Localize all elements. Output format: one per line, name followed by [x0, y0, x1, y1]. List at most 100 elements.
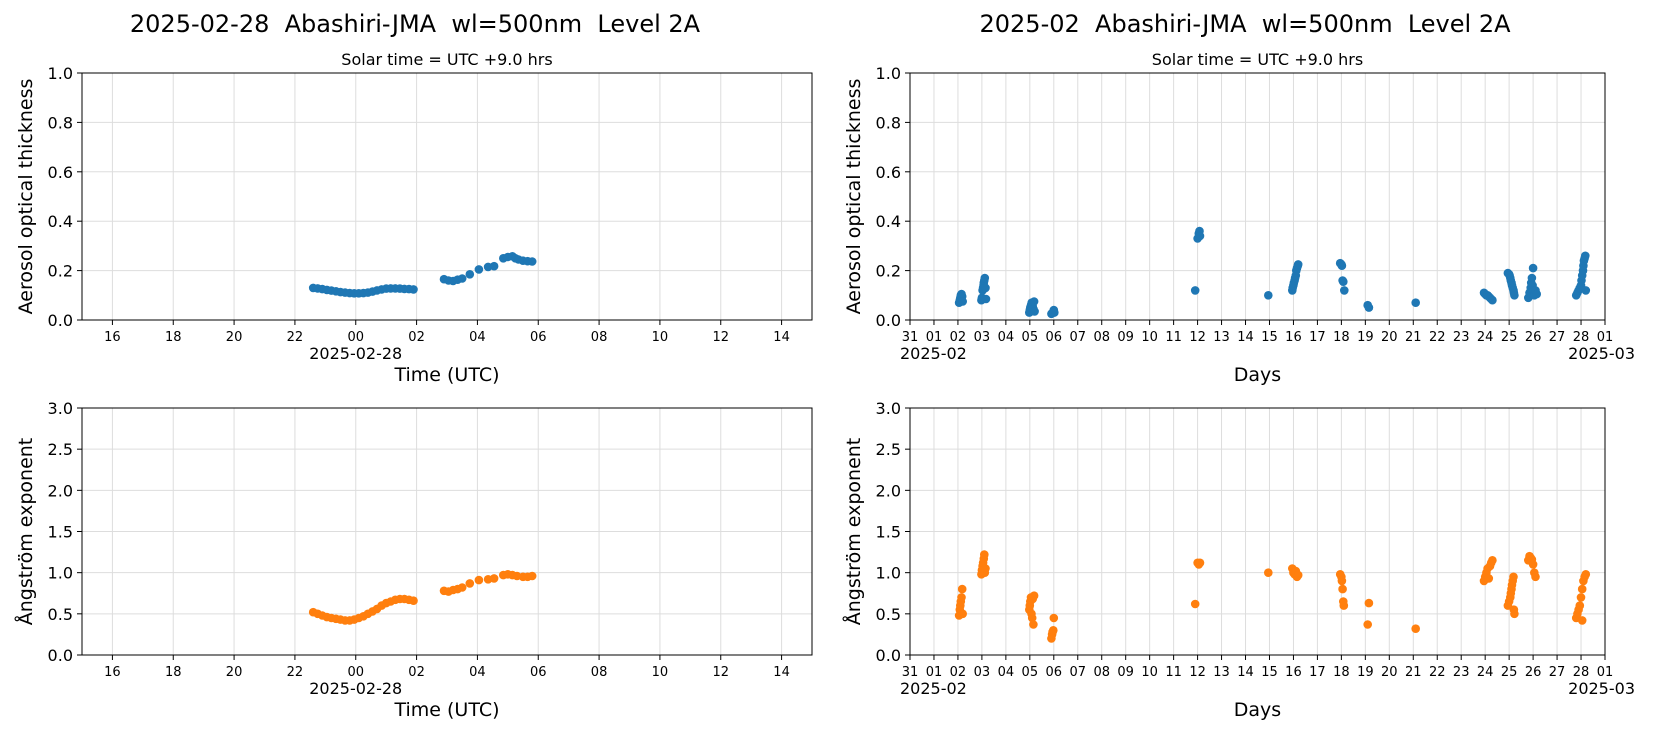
- data-point: [527, 571, 537, 581]
- data-point: [1488, 556, 1497, 565]
- y-tick-label: 1.0: [48, 564, 73, 583]
- data-point: [1488, 295, 1497, 305]
- x-tick-label: 06: [1046, 330, 1063, 345]
- y-tick-label: 0.5: [876, 605, 901, 624]
- y-tick-label: 1.0: [48, 64, 73, 83]
- x-tick-label: 02: [950, 330, 967, 345]
- axes-frame: [81, 72, 813, 321]
- x-date-label: 2025-02-28: [309, 344, 402, 363]
- x-tick-label: 02: [950, 665, 967, 680]
- data-point: [1195, 231, 1205, 241]
- x-tick-label: 28: [1573, 330, 1590, 345]
- data-point: [457, 274, 467, 283]
- x-tick-label: 07: [1069, 665, 1086, 680]
- data-point: [1339, 277, 1348, 287]
- data-point: [409, 285, 418, 294]
- x-month-start-label: 2025-02: [900, 344, 967, 363]
- x-tick-label: 25: [1501, 330, 1518, 345]
- y-tick-label: 1.5: [48, 523, 73, 542]
- data-point: [527, 257, 537, 266]
- daily-angstrom-chart: 16 18 20 22 00 02 04 06 08 10 12 14 0.0 0.5 1.0 1.5 2.0 2…: [14, 399, 813, 721]
- x-tick-label: 10: [1141, 330, 1158, 345]
- x-tick-label: 18: [1333, 665, 1350, 680]
- data-point: [981, 294, 991, 304]
- data-point: [1411, 298, 1420, 308]
- data-point: [1532, 289, 1541, 299]
- x-tick-label: 19: [1357, 330, 1374, 345]
- x-tick-label: 10: [652, 330, 669, 345]
- y-tick-label: 0.2: [876, 262, 901, 281]
- x-tick-label: 11: [1165, 330, 1182, 345]
- y-tick-label: 0.2: [48, 262, 73, 281]
- x-tick-label: 16: [1285, 665, 1302, 680]
- x-tick-label: 05: [1022, 665, 1039, 680]
- y-tick-label: 2.0: [48, 481, 73, 500]
- y-tick-label: 0.0: [48, 311, 73, 330]
- x-tick-label: 02: [408, 665, 425, 680]
- data-point: [1029, 591, 1039, 600]
- axes-frame: [81, 407, 813, 656]
- x-tick-label: 00: [347, 665, 364, 680]
- x-tick-label: 01: [926, 665, 943, 680]
- data-point: [474, 575, 484, 585]
- x-tick-label: 18: [165, 330, 182, 345]
- data-point: [1264, 568, 1273, 577]
- data-point: [1576, 593, 1586, 602]
- data-point: [1340, 286, 1349, 295]
- data-point: [1027, 613, 1037, 623]
- data-point: [1338, 584, 1347, 594]
- data-point: [958, 609, 967, 619]
- data-point: [1528, 560, 1538, 569]
- daily-aot-chart: 16 18 20 22 00 02 04 06 08 10 12 14 0.0 0.2 0.4 0.6 0.8 1…: [15, 50, 813, 386]
- x-tick-label: 12: [712, 330, 729, 345]
- data-point: [1364, 598, 1374, 608]
- x-tick-label: 01: [1597, 330, 1614, 345]
- data-point: [1364, 303, 1374, 312]
- x-tick-label: 28: [1573, 665, 1590, 680]
- y-tick-label: 1.5: [876, 523, 901, 542]
- data-point: [1527, 273, 1537, 283]
- data-point: [1528, 263, 1538, 273]
- data-point: [958, 297, 967, 306]
- x-tick-label: 22: [287, 665, 304, 680]
- x-tick-label: 10: [652, 665, 669, 680]
- y-tick-label: 1.0: [876, 564, 901, 583]
- x-tick-label: 13: [1213, 665, 1230, 680]
- y-axis-label: Aerosol optical thickness: [15, 79, 37, 315]
- x-tick-label: 22: [287, 330, 304, 345]
- data-point: [465, 579, 475, 588]
- axes-frame: [909, 407, 1606, 656]
- x-month-end-label: 2025-03: [1568, 679, 1635, 698]
- data-point: [980, 550, 989, 559]
- x-tick-label: 06: [1046, 665, 1063, 680]
- data-point: [457, 583, 467, 592]
- x-tick-label: 12: [712, 665, 729, 680]
- y-tick-label: 3.0: [48, 399, 73, 418]
- data-point: [1293, 570, 1303, 580]
- data-point: [1484, 574, 1494, 583]
- x-tick-label: 08: [591, 665, 608, 680]
- x-tick-label: 21: [1405, 665, 1422, 680]
- y-tick-label: 0.6: [876, 163, 901, 182]
- y-tick-label: 0.8: [48, 113, 73, 132]
- data-point: [1581, 251, 1590, 261]
- x-tick-label: 12: [1189, 665, 1206, 680]
- x-tick-label: 09: [1117, 330, 1134, 345]
- x-tick-label: 10: [1141, 665, 1158, 680]
- data-point: [1049, 626, 1058, 635]
- data-point: [981, 283, 990, 293]
- x-month-end-label: 2025-03: [1568, 344, 1635, 363]
- x-tick-label: 31: [902, 330, 919, 345]
- x-tick-label: 08: [591, 330, 608, 345]
- x-month-start-label: 2025-02: [900, 679, 967, 698]
- data-point: [474, 265, 484, 274]
- x-tick-label: 19: [1357, 665, 1374, 680]
- x-tick-label: 27: [1549, 665, 1566, 680]
- x-tick-label: 04: [469, 665, 486, 680]
- x-tick-label: 21: [1405, 330, 1422, 345]
- x-tick-label: 18: [165, 665, 182, 680]
- data-point: [1190, 286, 1200, 295]
- x-tick-label: 20: [1381, 665, 1398, 680]
- chart-subtitle: Solar time = UTC +9.0 hrs: [1152, 50, 1363, 69]
- y-axis-label: Ångström exponent: [14, 438, 37, 626]
